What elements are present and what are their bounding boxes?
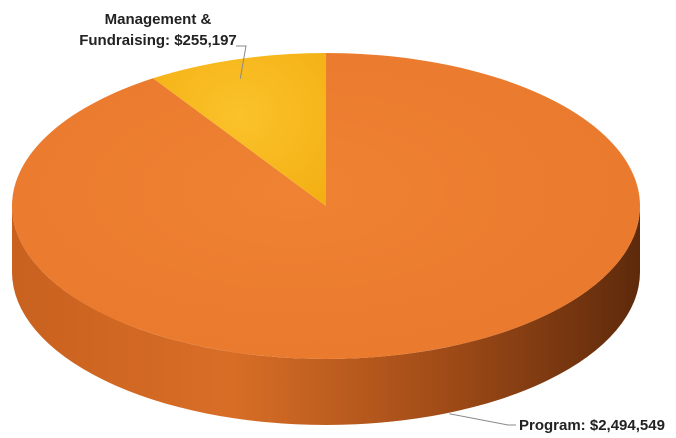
leader-line-management-fundraising: [236, 45, 247, 79]
slice-label-line: Management &: [105, 11, 212, 28]
slice-label-line: Fundraising: $255,197: [79, 32, 237, 49]
pie-slice-management-fundraising: [153, 53, 326, 206]
pie-slice-program: [12, 53, 641, 360]
pie-side-wall: [12, 206, 640, 425]
slice-label-program: Program: $2,494,549: [519, 417, 665, 434]
leader-line-program: [449, 413, 516, 426]
slice-label-management-fundraising: Management & Fundraising: $255,197: [79, 11, 237, 49]
